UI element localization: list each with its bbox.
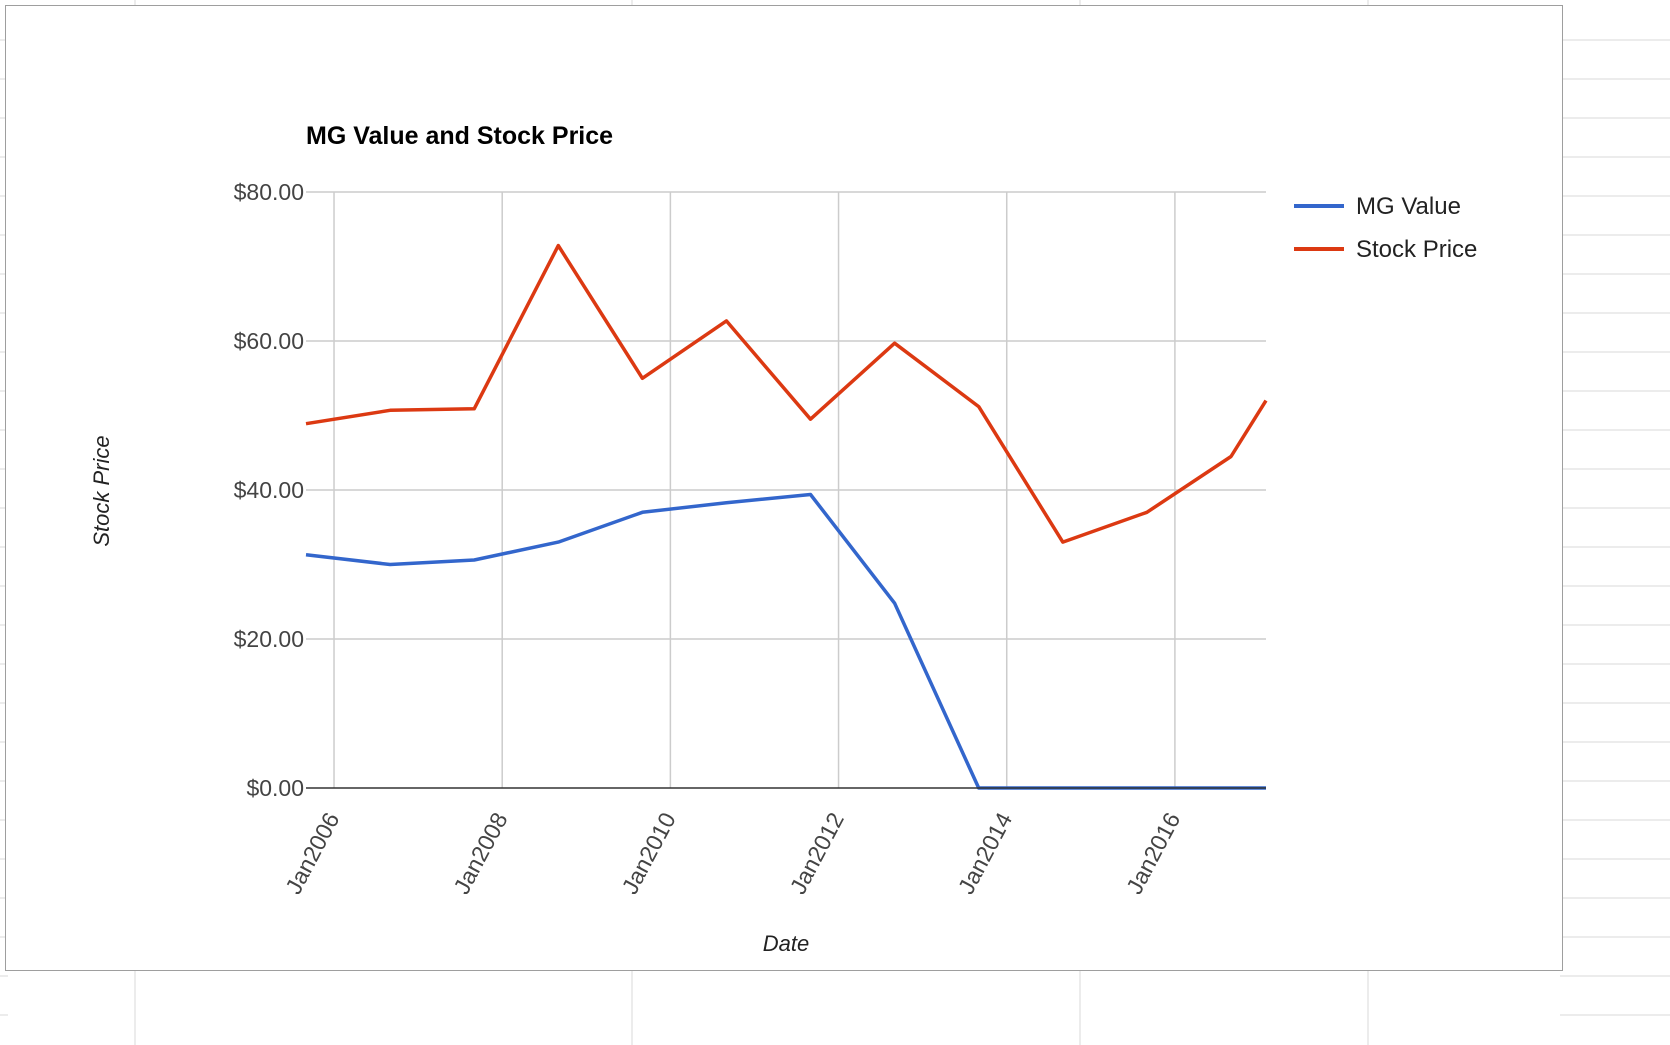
y-tick-label: $60.00: [234, 328, 304, 354]
y-tick-label: $80.00: [234, 179, 304, 205]
line-chart: $0.00 $20.00 $40.00 $60.00 $80.00 Jan2006 Jan2…: [89, 122, 1477, 956]
x-tick-label: Jan2014: [953, 808, 1017, 898]
y-tick-label: $40.00: [234, 477, 304, 503]
legend-label-mg-value: MG Value: [1356, 193, 1461, 220]
chart-container[interactable]: $0.00 $20.00 $40.00 $60.00 $80.00 Jan2006 Jan2…: [5, 5, 1563, 971]
x-tick-label: Jan2010: [616, 808, 680, 898]
x-tick-label: Jan2012: [785, 808, 849, 898]
axes: $0.00 $20.00 $40.00 $60.00 $80.00 Jan2006 Jan2…: [234, 179, 1266, 898]
y-tick-label: $0.00: [246, 775, 304, 801]
series-line-stock-price[interactable]: [305, 243, 1268, 544]
y-axis-title: Stock Price: [89, 435, 114, 546]
x-tick-label: Jan2016: [1121, 808, 1185, 898]
x-tick-label: Jan2006: [280, 808, 344, 898]
legend-label-stock-price: Stock Price: [1356, 236, 1477, 263]
series-line-mg-value[interactable]: [305, 492, 1266, 790]
chart-title: MG Value and Stock Price: [306, 122, 613, 150]
legend[interactable]: MG Value Stock Price: [1294, 193, 1477, 263]
x-axis-title: Date: [763, 931, 809, 956]
series-lines: [305, 243, 1268, 790]
gridlines: [306, 191, 1266, 788]
x-tick-label: Jan2008: [448, 808, 512, 898]
y-tick-label: $20.00: [234, 626, 304, 652]
